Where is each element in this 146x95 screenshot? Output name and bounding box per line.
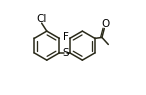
Text: S: S: [62, 48, 69, 58]
Text: O: O: [101, 19, 109, 29]
Text: F: F: [63, 32, 69, 42]
Text: Cl: Cl: [36, 14, 46, 24]
